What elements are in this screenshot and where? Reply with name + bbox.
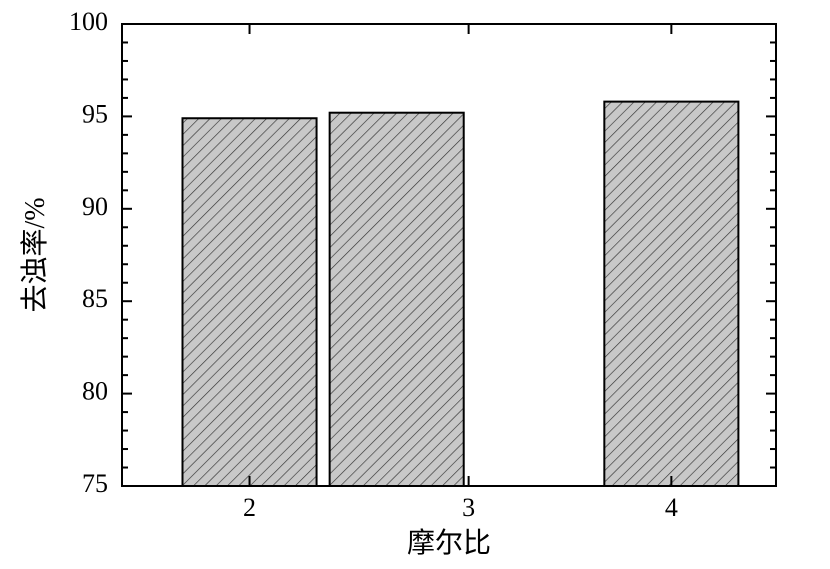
x-tick-label: 2 [243,493,256,522]
chart-container: 75 80 85 90 95 100 2 3 4 摩尔比 去浊率/% [0,0,830,569]
y-tick-label: 75 [82,469,108,498]
bar-chart: 75 80 85 90 95 100 2 3 4 摩尔比 去浊率/% [0,0,830,569]
x-tick-label: 4 [665,493,678,522]
bar-1 [330,113,464,486]
y-tick-label: 100 [69,7,108,36]
bar-0 [182,118,316,486]
y-tick-label: 90 [82,192,108,221]
y-tick-label: 95 [82,99,108,128]
x-axis-label: 摩尔比 [407,527,491,559]
bar-2 [604,102,738,486]
y-tick-label: 85 [82,284,108,313]
x-tick-label: 3 [462,493,475,522]
y-axis-label: 去浊率/% [19,197,51,312]
y-tick-label: 80 [82,377,108,406]
